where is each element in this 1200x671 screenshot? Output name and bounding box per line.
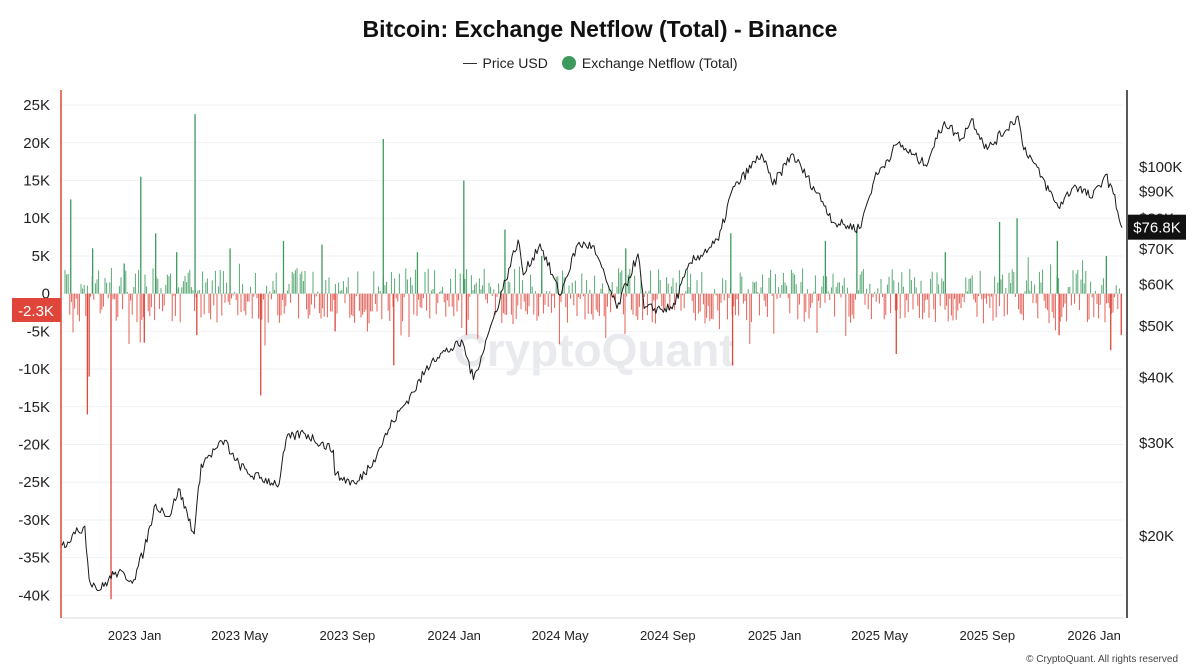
- left-tick-label: 10K: [23, 210, 50, 227]
- x-tick-label: 2023 May: [211, 628, 269, 643]
- gridlines: [62, 104, 1123, 596]
- legend-item-netflow[interactable]: Exchange Netflow (Total): [561, 55, 738, 71]
- right-current-label: $76.8K: [1133, 220, 1181, 237]
- x-tick-label: 2024 Sep: [640, 628, 696, 643]
- watermark: CryptoQuant: [453, 324, 734, 376]
- right-current-badge: [1128, 214, 1186, 240]
- legend: Price USD Exchange Netflow (Total): [0, 55, 1200, 71]
- left-tick-label: 5K: [32, 248, 50, 265]
- left-current-badge: [12, 298, 61, 323]
- x-tick-label: 2025 May: [851, 628, 909, 643]
- right-tick-label: $70K: [1139, 241, 1174, 258]
- price-line-layer: [61, 115, 1123, 592]
- left-tick-label: -10K: [18, 361, 50, 378]
- right-tick-label: $90K: [1139, 183, 1174, 200]
- right-tick-label: $20K: [1139, 528, 1174, 545]
- legend-label-price: Price USD: [482, 55, 548, 71]
- x-tick-label: 2025 Jan: [748, 628, 802, 643]
- price-line: [61, 115, 1123, 592]
- x-tick-label: 2025 Sep: [959, 628, 1015, 643]
- legend-label-netflow: Exchange Netflow (Total): [581, 55, 738, 71]
- x-tick-label: 2024 Jan: [427, 628, 481, 643]
- left-tick-label: -5K: [27, 323, 50, 340]
- legend-item-price[interactable]: Price USD: [462, 55, 548, 71]
- left-tick-label: -15K: [18, 399, 50, 416]
- right-tick-label: $50K: [1139, 318, 1174, 335]
- left-tick-label: 20K: [23, 135, 50, 152]
- netflow-bars: [64, 114, 1122, 600]
- copyright: © CryptoQuant. All rights reserved: [1026, 654, 1178, 665]
- axes: [60, 90, 1128, 619]
- left-current-label: -2.3K: [18, 303, 54, 320]
- right-tick-label: $100K: [1139, 159, 1182, 176]
- left-tick-label: -35K: [18, 550, 50, 567]
- x-tick-label: 2026 Jan: [1067, 628, 1121, 643]
- left-tick-label: -40K: [18, 587, 50, 604]
- left-tick-label: 15K: [23, 173, 50, 190]
- price-line-swatch: [462, 62, 477, 64]
- x-tick-label: 2023 Jan: [108, 628, 162, 643]
- right-tick-label: $60K: [1139, 276, 1174, 293]
- x-tick-label: 2024 May: [532, 628, 590, 643]
- left-tick-label: -20K: [18, 437, 50, 454]
- netflow-dot-swatch: [561, 56, 576, 70]
- right-tick-label: $30K: [1139, 435, 1174, 452]
- left-tick-label: -30K: [18, 512, 50, 529]
- axis-labels: 25K 20K 15K 10K 5K 0 -5K -10K -15K -20K -25K -30K -3…: [12, 97, 1186, 643]
- x-tick-label: 2023 Sep: [320, 628, 376, 643]
- chart-title: Bitcoin: Exchange Netflow (Total) - Bina…: [362, 16, 838, 42]
- left-tick-label: 0: [42, 286, 50, 303]
- left-tick-label: -25K: [18, 474, 50, 491]
- left-tick-label: 25K: [23, 97, 50, 114]
- right-tick-label: $40K: [1139, 369, 1174, 386]
